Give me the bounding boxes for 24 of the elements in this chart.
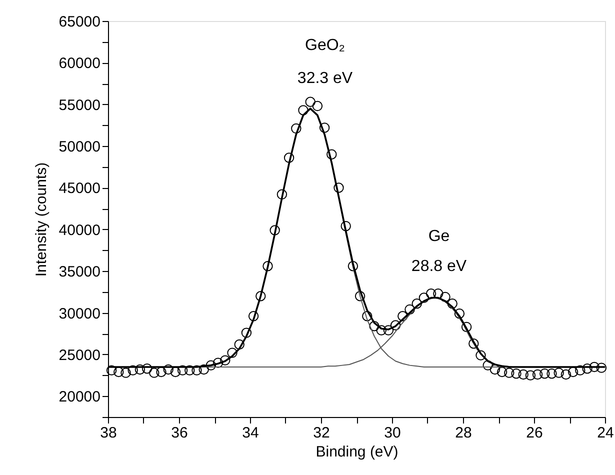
annotation: GeO₂ <box>305 37 345 54</box>
x-tick-label: 34 <box>242 424 259 442</box>
x-tick-label: 36 <box>171 424 188 442</box>
y-tick-label: 60000 <box>58 55 100 72</box>
annotation: 28.8 eV <box>411 258 467 275</box>
x-tick-label: 26 <box>526 424 543 442</box>
y-tick-label: 20000 <box>58 388 100 406</box>
annotation: Ge <box>428 228 450 245</box>
y-tick-label: 25000 <box>58 346 100 364</box>
y-tick-label: 45000 <box>58 180 100 198</box>
y-tick-label: 50000 <box>58 138 100 156</box>
y-axis-title: Intensity (counts) <box>32 162 50 277</box>
y-tick-label: 35000 <box>58 264 100 281</box>
x-tick-label: 30 <box>384 424 401 442</box>
annotation: 32.3 eV <box>297 70 353 87</box>
y-tick-label: 55000 <box>58 96 100 114</box>
y-tick-label: 65000 <box>58 14 100 30</box>
x-tick-label: 38 <box>100 424 117 442</box>
y-tick-label: 40000 <box>58 222 100 239</box>
x-tick-label: 32 <box>313 424 330 442</box>
x-tick-label: 24 <box>597 424 614 442</box>
y-tick-label: 30000 <box>58 305 100 322</box>
x-axis-title: Binding (eV) <box>316 444 398 460</box>
x-tick-label: 28 <box>455 424 472 442</box>
